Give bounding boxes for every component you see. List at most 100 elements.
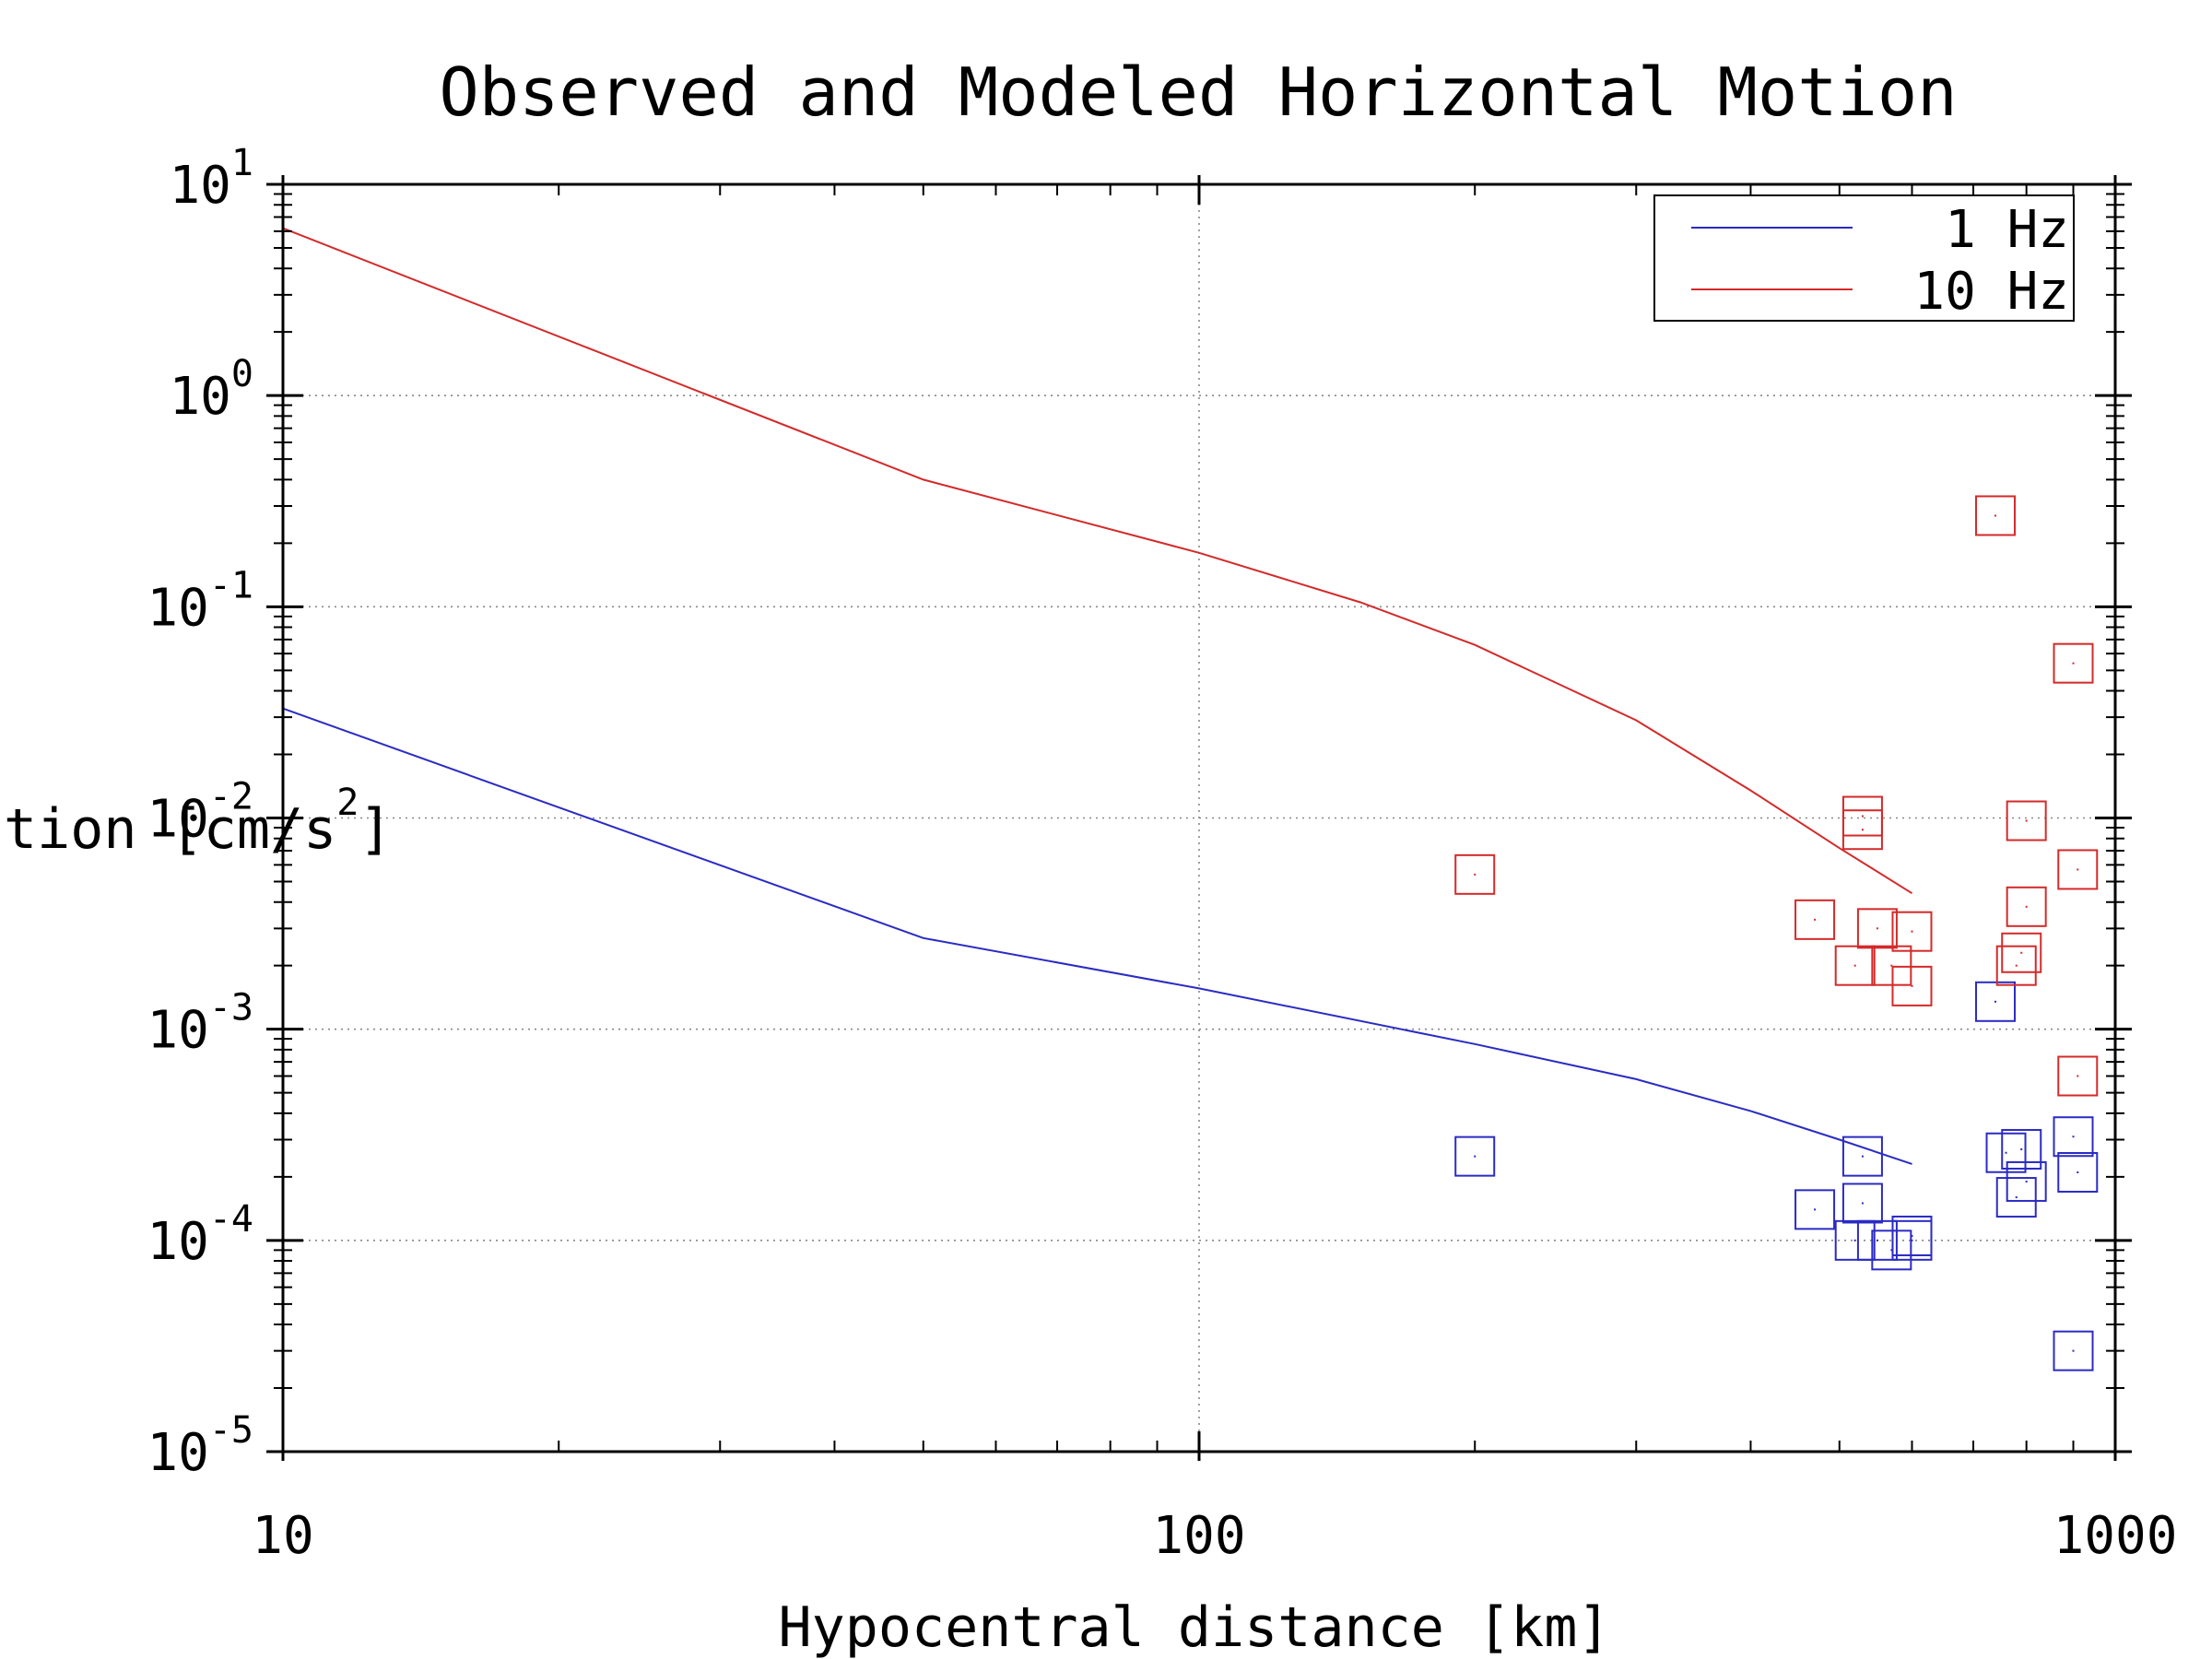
observed-marker-1hz: [1985, 1132, 2027, 1173]
observed-marker-1hz: [2053, 1116, 2094, 1158]
y-axis-label-sup: 2: [336, 782, 359, 824]
observed-marker-dot-1hz: [2015, 1196, 2018, 1199]
observed-marker-dot-10hz: [2077, 1075, 2079, 1077]
y-tick-label: 101: [169, 142, 253, 216]
observed-marker-1hz: [1841, 1135, 1883, 1177]
y-tick-label-base: 10: [147, 1212, 208, 1272]
observed-marker-1hz: [1794, 1189, 1836, 1230]
observed-marker-10hz: [1454, 853, 1496, 895]
observed-marker-dot-1hz: [2005, 1151, 2007, 1154]
observed-marker-10hz: [1841, 809, 1883, 851]
y-axis-label-main: Acceleration [cm/s: [0, 797, 336, 862]
observed-marker-1hz: [2006, 1160, 2047, 1202]
observed-marker-10hz: [1891, 965, 1933, 1006]
observed-marker-1hz: [1975, 981, 2017, 1022]
observed-marker-dot-1hz: [2025, 1180, 2028, 1182]
y-tick-label: 10-3: [147, 987, 253, 1061]
observed-marker-dot-1hz: [1474, 1155, 1477, 1158]
observed-marker-dot-10hz: [1994, 514, 1997, 517]
observed-marker-dot-10hz: [2025, 819, 2028, 822]
observed-marker-10hz: [1856, 908, 1898, 949]
observed-marker-10hz: [2057, 849, 2099, 890]
observed-marker-dot-1hz: [1911, 1239, 1913, 1241]
observed-marker-dot-1hz: [2072, 1135, 2075, 1138]
y-tick-label-base: 10: [147, 790, 208, 850]
y-tick-label-exponent: -4: [209, 1198, 253, 1241]
legend: 1 Hz 10 Hz: [1653, 194, 2075, 322]
observed-marker-10hz: [1975, 495, 2017, 536]
observed-marker-dot-1hz: [1911, 1234, 1913, 1237]
y-tick-label: 10-1: [147, 564, 253, 638]
y-tick-label-exponent: -1: [209, 564, 253, 606]
observed-marker-dot-10hz: [2025, 905, 2028, 908]
observed-marker-dot-10hz: [1853, 964, 1856, 967]
y-tick-label-exponent: 0: [231, 353, 253, 395]
observed-marker-dot-10hz: [1474, 873, 1477, 876]
legend-box: [1653, 194, 2075, 322]
observed-marker-1hz: [1891, 1215, 1933, 1256]
observed-marker-dot-1hz: [1994, 1000, 1997, 1003]
y-tick-label: 10-4: [147, 1198, 253, 1272]
y-tick-label-base: 10: [147, 578, 208, 638]
y-tick-label-exponent: -3: [209, 987, 253, 1030]
observed-marker-1hz: [1871, 1230, 1912, 1271]
x-axis-label: Hypocentral distance [km]: [778, 1595, 1610, 1659]
observed-marker-dot-10hz: [1861, 815, 1864, 818]
grid-lines: [283, 184, 2115, 1452]
observed-marker-10hz: [1871, 945, 1912, 986]
observed-marker-dot-1hz: [1876, 1239, 1878, 1241]
y-tick-label-base: 10: [147, 1001, 208, 1061]
observed-marker-dot-1hz: [2072, 1349, 2075, 1352]
observed-marker-dot-10hz: [1911, 984, 1913, 987]
model-line-10hz: [282, 227, 1913, 895]
chart-title: Observed and Modeled Horizontal Motion: [439, 53, 1957, 131]
observed-markers: [1454, 495, 2099, 1371]
observed-marker-dot-1hz: [2077, 1171, 2079, 1173]
observed-marker-10hz: [1834, 945, 1876, 986]
observed-marker-dot-1hz: [1814, 1208, 1817, 1211]
legend-label-1hz: 1 Hz: [1945, 200, 2069, 260]
observed-marker-1hz: [1995, 1177, 2037, 1218]
y-axis-label-end: ]: [359, 797, 392, 862]
observed-marker-10hz: [1794, 899, 1836, 940]
observed-marker-dot-1hz: [1861, 1202, 1864, 1205]
observed-marker-1hz: [2001, 1128, 2042, 1170]
observed-marker-dot-10hz: [1911, 930, 1913, 933]
observed-marker-1hz: [1841, 1182, 1883, 1224]
observed-marker-1hz: [2057, 1151, 2099, 1193]
y-tick-label-base: 10: [169, 156, 230, 216]
observed-marker-1hz: [1834, 1219, 1876, 1261]
observed-marker-1hz: [2053, 1330, 2094, 1371]
observed-marker-dot-1hz: [1890, 1249, 1893, 1252]
legend-label-10hz: 10 Hz: [1913, 262, 2069, 322]
observed-marker-dot-10hz: [1890, 964, 1893, 967]
observed-marker-1hz: [1454, 1135, 1496, 1177]
y-tick-label-exponent: 1: [231, 142, 253, 184]
observed-marker-dot-1hz: [1853, 1239, 1856, 1241]
observed-marker-10hz: [2057, 1055, 2099, 1097]
observed-marker-10hz: [1995, 945, 2037, 986]
observed-marker-dot-10hz: [2015, 964, 2018, 967]
observed-marker-10hz: [2001, 932, 2042, 973]
model-line-1hz: [282, 707, 1912, 1165]
y-tick-label-exponent: -5: [209, 1409, 253, 1452]
y-axis-label: Acceleration [cm/s2]: [0, 782, 392, 862]
y-tick-label: 100: [169, 353, 253, 427]
observed-marker-dot-10hz: [2020, 951, 2023, 954]
observed-marker-dot-10hz: [1814, 918, 1817, 921]
y-tick-label: 10-5: [147, 1409, 253, 1483]
observed-marker-10hz: [2053, 642, 2094, 684]
y-tick-label-exponent: -2: [209, 776, 253, 818]
observed-marker-10hz: [2006, 800, 2047, 841]
x-tick-label: 100: [1152, 1506, 1245, 1566]
y-tick-label: 10-2: [147, 776, 253, 850]
observed-marker-dot-10hz: [2072, 662, 2075, 665]
observed-marker-10hz: [1891, 911, 1933, 952]
x-tick-label: 1000: [2053, 1506, 2178, 1566]
minor-ticks: [274, 184, 2124, 1452]
major-ticks: [266, 175, 2132, 1461]
y-tick-label-base: 10: [169, 367, 230, 427]
observed-marker-dot-10hz: [2077, 868, 2079, 871]
